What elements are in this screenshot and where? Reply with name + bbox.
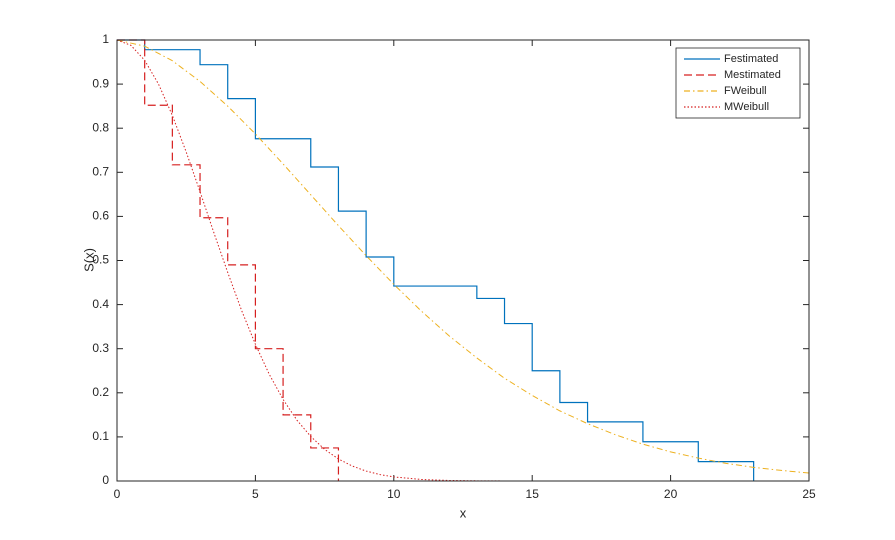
x-tick-label: 15: [526, 487, 540, 501]
y-tick-label: 0.3: [92, 341, 109, 355]
y-tick-label: 0.2: [92, 385, 109, 399]
y-tick-label: 0.5: [92, 253, 109, 267]
legend-label: FWeibull: [724, 85, 767, 97]
legend-label: Mestimated: [724, 69, 781, 81]
legend-label: Festimated: [724, 53, 778, 65]
y-tick-label: 0.4: [92, 297, 109, 311]
y-axis-label: S(x): [81, 248, 96, 272]
x-tick-label: 20: [664, 487, 678, 501]
series-line: [116, 39, 810, 474]
series-line: [116, 39, 809, 482]
y-tick-label: 0.9: [92, 76, 109, 90]
x-tick-label: 5: [252, 487, 259, 501]
y-tick-label: 1: [102, 32, 109, 46]
x-tick-label: 10: [387, 487, 401, 501]
legend-label: MWeibull: [724, 101, 769, 113]
y-tick-label: 0.7: [92, 164, 109, 178]
y-tick-label: 0.6: [92, 209, 109, 223]
x-tick-label: 25: [802, 487, 816, 501]
y-tick-label: 0.8: [92, 120, 109, 134]
y-tick-label: 0: [102, 473, 109, 487]
y-tick-label: 0.1: [92, 429, 109, 443]
legend-box: [675, 47, 801, 119]
legend: Festimated Mestimated FWeibull MWeibull: [675, 47, 801, 119]
x-tick-label: 0: [114, 487, 121, 501]
series-line: [117, 39, 755, 481]
x-axis-label: x: [460, 505, 467, 520]
plot-frame: [116, 39, 810, 482]
series-line: [117, 39, 340, 481]
